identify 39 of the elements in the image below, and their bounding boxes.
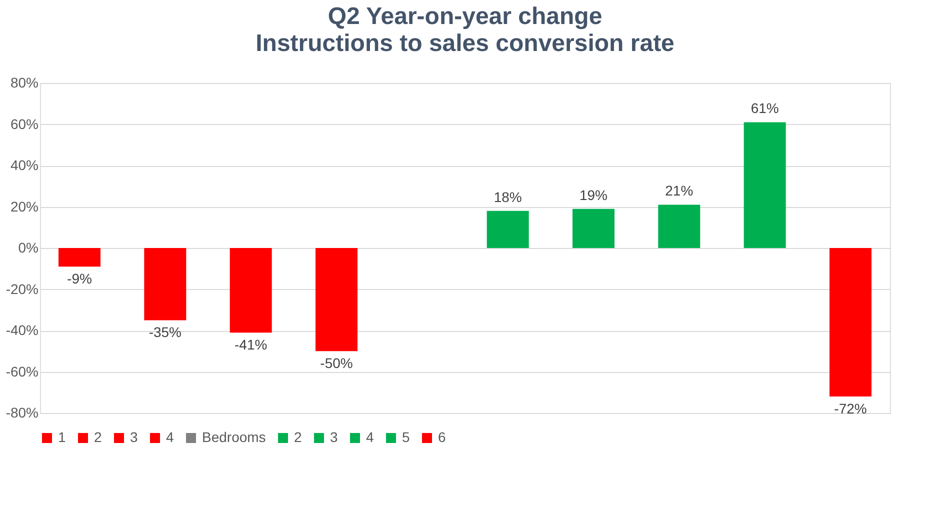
legend-label: 3: [330, 429, 338, 445]
legend-label: 6: [438, 429, 446, 445]
data-label: -35%: [148, 324, 182, 340]
bar: [230, 248, 272, 333]
bar: [486, 210, 529, 248]
legend-label: Bedrooms: [202, 429, 266, 445]
y-tick-label: 80%: [10, 74, 38, 90]
data-label: 19%: [579, 186, 608, 203]
bar: [316, 248, 358, 352]
bar: [58, 248, 100, 267]
chart-title: Q2 Year-on-year change: [328, 3, 602, 30]
data-label: -41%: [234, 336, 268, 353]
bar: [744, 122, 786, 248]
data-label: -9%: [67, 270, 92, 287]
bar: [572, 208, 614, 248]
y-tick-label: 60%: [10, 116, 38, 132]
legend-label: 5: [402, 429, 410, 445]
bar: [830, 248, 872, 396]
data-label: 18%: [494, 188, 522, 205]
bar: [144, 248, 186, 320]
legend-label: 2: [94, 429, 102, 445]
y-tick-label: 0%: [18, 240, 38, 256]
y-tick-label: 40%: [10, 157, 38, 173]
data-label: 21%: [665, 182, 694, 199]
legend-label: 4: [166, 429, 174, 445]
legend-label: 4: [366, 429, 374, 445]
y-tick-label: -20%: [6, 280, 38, 297]
y-tick-label: -60%: [6, 363, 38, 380]
data-label: -50%: [320, 355, 353, 372]
y-tick-label: 20%: [10, 198, 38, 214]
legend-label: 2: [294, 429, 302, 445]
data-label: -72%: [834, 400, 867, 416]
legend-label: 3: [130, 429, 138, 445]
chart-subtitle: Instructions to sales conversion rate: [256, 30, 674, 57]
data-label: 61%: [750, 100, 779, 116]
legend-label: 1: [58, 429, 66, 445]
y-tick-label: -40%: [6, 322, 38, 338]
bar: [658, 204, 700, 248]
y-tick-label: -80%: [6, 404, 38, 420]
